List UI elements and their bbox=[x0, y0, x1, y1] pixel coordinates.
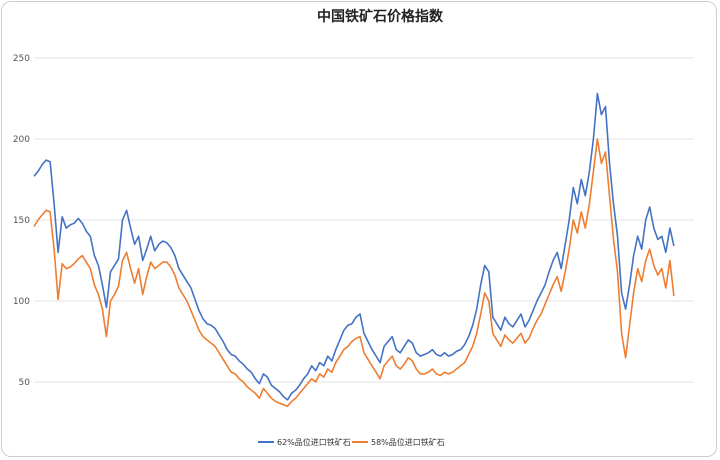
series-line-62pct bbox=[33, 92, 675, 401]
legend-label: 58%品位进口铁矿石 bbox=[371, 437, 445, 447]
gridlines bbox=[34, 57, 694, 383]
y-tick-label: 50 bbox=[19, 378, 31, 388]
series-lines bbox=[33, 92, 675, 408]
y-tick-label: 100 bbox=[13, 297, 30, 307]
y-tick-label: 250 bbox=[13, 54, 30, 64]
y-tick-label: 200 bbox=[13, 135, 30, 145]
legend-label: 62%品位进口铁矿石 bbox=[277, 437, 351, 447]
y-tick-label: 150 bbox=[13, 216, 30, 226]
y-axis-ticks: 50 100 150 200 250 bbox=[13, 54, 30, 388]
chart-title: 中国铁矿石价格指数 bbox=[317, 8, 444, 25]
series-line-58pct bbox=[33, 138, 675, 408]
legend: 62%品位进口铁矿石 58%品位进口铁矿石 bbox=[258, 437, 445, 447]
